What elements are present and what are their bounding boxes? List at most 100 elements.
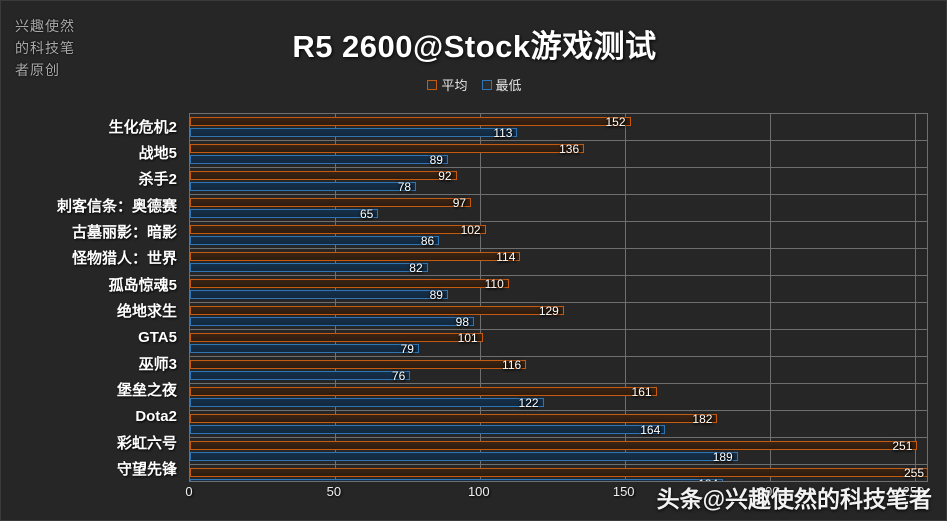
bar-avg[interactable]: 136 [190, 141, 585, 156]
bar-value-label: 255 [903, 465, 924, 480]
x-tick-label: 200 [757, 484, 780, 499]
bar-row: 116 76 [190, 357, 927, 384]
category-label: 生化危机2 [108, 118, 177, 136]
bar-min[interactable]: 82 [190, 260, 428, 275]
category-label: 守望先锋 [116, 461, 177, 479]
bar-value-label: 82 [409, 260, 423, 275]
bar-min[interactable]: 65 [190, 206, 379, 221]
category-label: 堡垒之夜 [116, 382, 177, 400]
bar-value-label: 65 [360, 206, 374, 221]
bar-value-label: 189 [712, 449, 733, 464]
category-label: 刺客信条：奥德赛 [56, 197, 177, 215]
bar-avg[interactable]: 97 [190, 195, 472, 210]
bar-row: 161 122 [190, 384, 927, 411]
bar-value-label: 98 [455, 314, 469, 329]
bar-rows: 152 113 136 89 92 78 97 65 102 86 114 82 110 89 129 98 1… [190, 114, 927, 481]
bar-value-label: 161 [631, 384, 652, 399]
bar-min[interactable]: 89 [190, 287, 448, 302]
category-label: 古墓丽影：暗影 [71, 224, 177, 242]
legend-item-min[interactable]: 最低 [481, 75, 522, 94]
bar-min[interactable]: 189 [190, 449, 738, 464]
bar-value-label: 164 [640, 422, 661, 437]
watermark-bottom-right: 头条@兴趣使然的科技笔者 [656, 486, 932, 512]
bar-value-label: 116 [502, 357, 522, 372]
bar-row: 251 189 [190, 438, 927, 465]
bar-row: 102 86 [190, 222, 927, 249]
watermark-top-left: 兴趣使然 的科技笔 者原创 [15, 18, 75, 78]
bar-avg[interactable]: 114 [190, 249, 521, 264]
bar-row: 97 65 [190, 195, 927, 222]
bar-avg[interactable]: 251 [190, 438, 918, 453]
bar-value-label: 92 [438, 168, 452, 183]
gridline-x [914, 114, 916, 481]
bar-min[interactable]: 78 [190, 179, 417, 194]
category-label: GTA5 [138, 328, 177, 346]
x-tick-label: 100 [467, 484, 490, 499]
bar-row: 110 89 [190, 276, 927, 303]
bar-avg[interactable]: 110 [190, 276, 509, 291]
bar-row: 114 82 [190, 249, 927, 276]
bar-min[interactable]: 184 [190, 477, 724, 481]
bar-value-label: 101 [457, 330, 478, 345]
legend-swatch-min-icon [481, 79, 492, 90]
gridline-x [769, 114, 771, 481]
legend-item-avg[interactable]: 平均 [427, 75, 468, 94]
bar-value-label: 122 [518, 395, 539, 410]
bar-value-label: 89 [429, 152, 443, 167]
bar-min[interactable]: 164 [190, 422, 666, 437]
chart-title: R5 2600@Stock游戏测试 [292, 29, 657, 64]
bar-avg[interactable]: 92 [190, 168, 457, 183]
x-axis: 0 50 100 150 200 250 [185, 484, 928, 506]
bar-row: 136 89 [190, 141, 927, 168]
bar-avg[interactable]: 129 [190, 304, 564, 318]
category-label: 绝地求生 [116, 303, 177, 321]
bar-value-label: 97 [452, 195, 467, 210]
bar-row: 101 79 [190, 330, 927, 357]
bar-value-label: 251 [892, 438, 913, 453]
bar-avg[interactable]: 102 [190, 222, 486, 237]
category-label: 孤岛惊魂5 [108, 276, 177, 294]
bar-value-label: 79 [400, 341, 414, 356]
legend-swatch-avg-icon [427, 79, 438, 90]
category-label: 战地5 [138, 145, 177, 163]
bar-avg[interactable]: 152 [190, 115, 631, 129]
x-tick-label: 0 [185, 484, 193, 499]
bar-value-label: 89 [429, 287, 443, 302]
bar-min[interactable]: 89 [190, 152, 448, 167]
bar-avg[interactable]: 161 [190, 384, 657, 399]
x-tick-label: 250 [902, 484, 925, 499]
bar-row: 129 98 [190, 303, 927, 330]
category-axis-labels: 生化危机2 战地5 杀手2 刺客信条：奥德赛 古墓丽影：暗影 怪物猎人：世界 孤岛惊魂5 绝地… [1, 113, 183, 482]
x-tick-label: 150 [612, 484, 635, 499]
category-label: 怪物猎人：世界 [71, 250, 177, 268]
gridline-x [479, 114, 481, 481]
bar-min[interactable]: 86 [190, 233, 440, 248]
bar-value-label: 86 [420, 233, 435, 248]
bar-min[interactable]: 122 [190, 395, 544, 410]
category-label: 彩虹六号 [116, 434, 177, 452]
chart-legend: 平均 最低 [1, 75, 946, 94]
bar-row: 152 113 [190, 114, 927, 141]
bar-row: 92 78 [190, 168, 927, 195]
bar-min[interactable]: 98 [190, 314, 474, 329]
bar-min[interactable]: 79 [190, 341, 419, 356]
bar-value-label: 78 [397, 179, 412, 194]
bar-value-label: 102 [460, 222, 481, 237]
bar-value-label: 110 [484, 276, 504, 291]
category-label: Dota2 [135, 407, 177, 425]
bar-avg[interactable]: 116 [190, 357, 527, 372]
bar-value-label: 182 [692, 411, 713, 426]
bar-min[interactable]: 76 [190, 368, 411, 383]
bar-value-label: 114 [496, 249, 516, 264]
bar-avg[interactable]: 101 [190, 330, 483, 345]
bar-row: 182 164 [190, 411, 927, 438]
bar-min[interactable]: 113 [190, 126, 518, 140]
bar-avg[interactable]: 182 [190, 411, 718, 426]
plot-area: 152 113 136 89 92 78 97 65 102 86 114 82 110 89 129 98 1… [189, 113, 928, 482]
legend-label-min: 最低 [495, 78, 522, 93]
bar-avg[interactable]: 255 [190, 465, 927, 480]
bar-value-label: 136 [559, 141, 580, 156]
plot-area-wrapper: 152 113 136 89 92 78 97 65 102 86 114 82 110 89 129 98 1… [189, 113, 928, 482]
bar-value-label: 76 [391, 368, 406, 383]
